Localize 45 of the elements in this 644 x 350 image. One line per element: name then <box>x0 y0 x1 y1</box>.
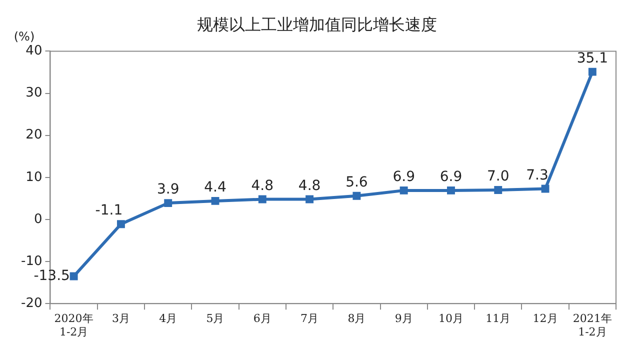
point <box>258 195 266 204</box>
x-tick-label: 11月 <box>486 312 511 326</box>
point <box>306 195 314 204</box>
y-tick-label: 40 <box>26 44 42 59</box>
y-tick-label: 0 <box>34 212 42 227</box>
chart-title: 规模以上工业增加值同比增长速度 <box>197 14 437 34</box>
data-label: 7.0 <box>487 168 510 185</box>
y-tick-label: -10 <box>21 254 42 269</box>
data-label: 6.9 <box>440 169 462 186</box>
point <box>116 220 125 228</box>
x-tick-label: 4月 <box>159 312 178 326</box>
point <box>211 196 220 205</box>
data-label: 4.4 <box>204 180 226 196</box>
data-label: -13.5 <box>34 268 70 284</box>
data-label: -1.1 <box>95 202 123 219</box>
x-tick-label: 2021年 1-2月 <box>572 312 612 338</box>
data-label: 4.8 <box>298 178 321 194</box>
point <box>494 186 502 194</box>
x-tick-label: 10月 <box>438 312 464 326</box>
data-label: 4.8 <box>251 178 274 194</box>
x-tick-label: 6月 <box>253 312 272 326</box>
point <box>164 199 172 208</box>
x-tick-label: 12月 <box>532 312 558 326</box>
point <box>541 184 550 193</box>
point <box>447 186 455 194</box>
data-label: 3.9 <box>156 182 180 198</box>
point <box>352 192 361 200</box>
x-tick-label: 8月 <box>348 312 366 326</box>
data-label: 35.1 <box>576 50 608 66</box>
x-tick-label: 2020年 1-2月 <box>54 312 94 338</box>
y-tick-label: 30 <box>26 86 42 101</box>
point <box>70 272 78 280</box>
x-tick-label: 7月 <box>300 312 319 326</box>
y-axis-title: (%) <box>14 29 35 44</box>
data-label: 6.9 <box>392 169 415 186</box>
y-tick-label: 20 <box>26 128 42 143</box>
y-tick-label: 10 <box>26 170 42 185</box>
data-label: 7.3 <box>526 167 548 184</box>
point <box>400 186 408 194</box>
point <box>588 68 596 76</box>
x-tick-label: 3月 <box>112 312 130 326</box>
x-tick-label: 5月 <box>206 312 224 326</box>
y-tick-label: -20 <box>21 296 42 311</box>
data-label: 5.6 <box>346 174 368 191</box>
x-tick-label: 9月 <box>394 312 413 326</box>
